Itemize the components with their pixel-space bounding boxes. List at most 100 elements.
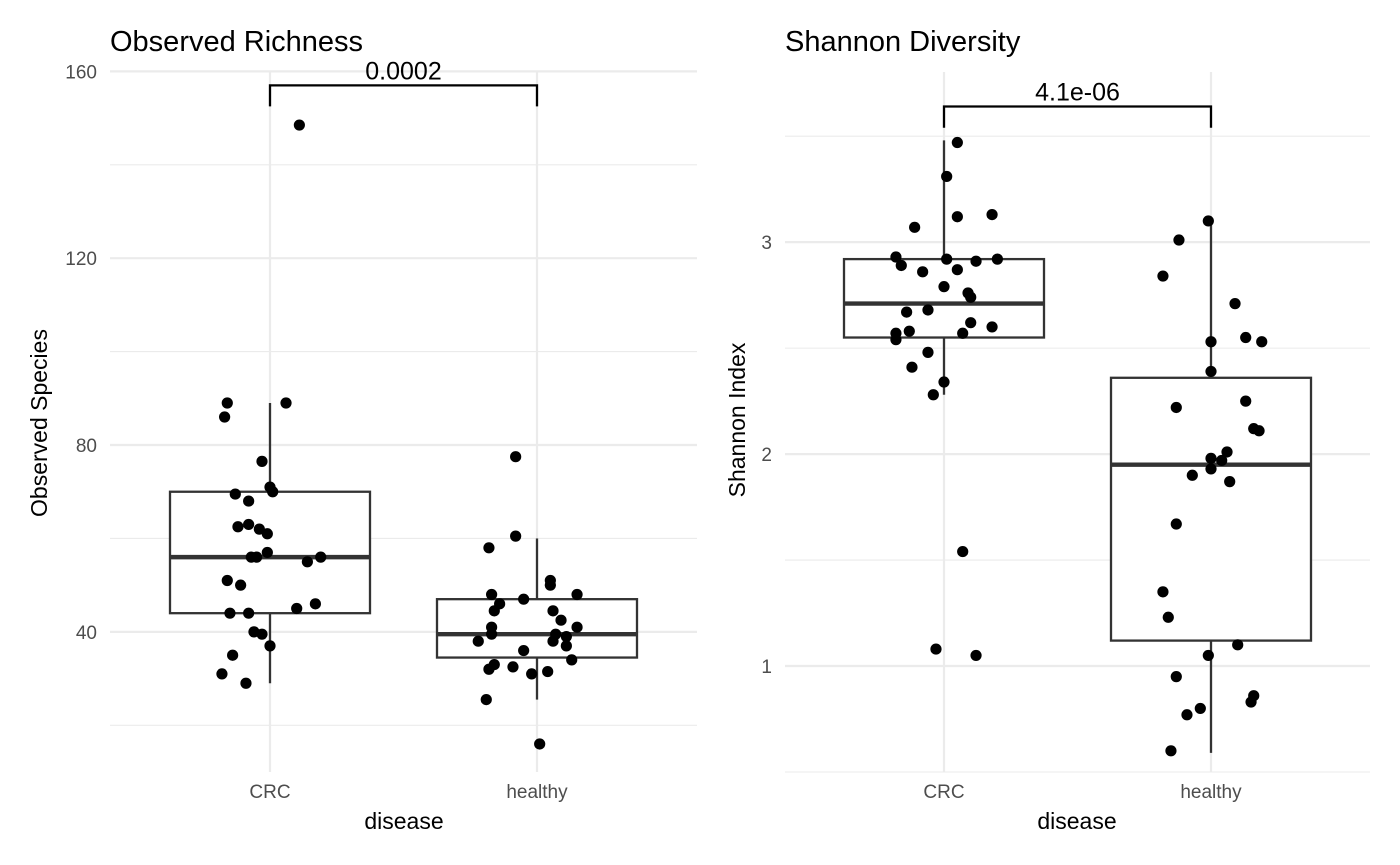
data-point-crc <box>927 389 939 401</box>
data-point-healthy <box>1186 469 1198 481</box>
data-point-crc <box>256 628 268 640</box>
data-point-crc <box>221 574 233 587</box>
data-point-healthy <box>1165 745 1177 757</box>
data-point-healthy <box>542 665 554 678</box>
data-point-crc <box>216 668 228 680</box>
data-point-crc <box>309 598 321 610</box>
data-point-crc <box>235 579 247 591</box>
panel-title-richness: Observed Richness <box>110 26 363 58</box>
data-point-crc <box>267 486 279 498</box>
x-tick-label-healthy: healthy <box>506 782 568 803</box>
data-point-healthy <box>571 588 583 601</box>
data-point-healthy <box>510 451 522 463</box>
data-point-healthy <box>1256 336 1268 348</box>
data-point-healthy <box>1157 270 1169 282</box>
data-point-crc <box>221 397 233 409</box>
data-point-crc <box>293 119 305 131</box>
data-point-crc <box>901 306 913 318</box>
box-iqr <box>1109 376 1313 642</box>
data-point-healthy <box>1245 696 1257 708</box>
data-point-healthy <box>486 628 498 640</box>
x-tick-label-crc: CRC <box>249 782 290 803</box>
data-point-healthy <box>486 588 498 601</box>
boxplot-crc <box>842 140 1046 395</box>
data-point-healthy <box>518 644 530 657</box>
data-point-healthy <box>1232 639 1244 651</box>
y-axis-title-shannon: Shannon Index <box>724 342 750 497</box>
data-point-healthy <box>1205 452 1217 464</box>
y-tick-label: 3 <box>761 233 772 254</box>
data-point-healthy <box>1229 298 1241 310</box>
data-point-healthy <box>1224 476 1236 488</box>
data-point-crc <box>280 397 292 409</box>
data-point-healthy <box>1248 423 1260 435</box>
data-point-crc <box>291 602 303 615</box>
data-point-healthy <box>547 605 559 617</box>
data-point-crc <box>251 551 263 563</box>
data-point-crc <box>264 640 276 652</box>
data-point-crc <box>938 281 950 293</box>
p-value-label: 0.0002 <box>365 57 441 85</box>
data-point-crc <box>240 677 252 689</box>
data-point-healthy <box>1157 586 1169 598</box>
data-point-healthy <box>1205 463 1217 475</box>
data-point-crc <box>970 649 982 662</box>
data-point-healthy <box>472 635 484 647</box>
data-point-healthy <box>526 668 538 680</box>
data-point-crc <box>301 556 313 568</box>
data-point-healthy <box>483 663 495 675</box>
data-point-crc <box>951 264 963 276</box>
data-point-healthy <box>1240 395 1252 407</box>
data-point-crc <box>986 208 998 221</box>
data-point-crc <box>970 255 982 267</box>
panel-title-shannon: Shannon Diversity <box>785 26 1021 58</box>
data-point-crc <box>890 334 902 346</box>
data-point-crc <box>219 411 231 423</box>
data-point-healthy <box>534 738 546 750</box>
data-point-healthy <box>1202 215 1214 227</box>
data-point-healthy <box>1216 454 1228 467</box>
data-point-crc <box>261 546 273 559</box>
data-point-crc <box>917 266 929 278</box>
data-point-healthy <box>488 605 500 617</box>
data-point-crc <box>243 495 255 507</box>
data-point-healthy <box>1173 234 1185 246</box>
y-axis-title-richness: Observed Species <box>26 329 52 517</box>
boxplot-healthy <box>1109 220 1313 753</box>
data-point-crc <box>906 361 918 373</box>
shannon-plot-area: 1 2 3 CRC healthy 4.1e-06 <box>761 72 1370 803</box>
data-point-crc <box>229 488 241 500</box>
data-point-healthy <box>560 640 572 652</box>
boxplot-healthy <box>435 538 639 700</box>
data-point-healthy <box>510 530 522 542</box>
data-point-healthy <box>547 635 559 647</box>
y-tick-label: 40 <box>76 623 97 644</box>
data-point-crc <box>232 521 244 533</box>
data-point-crc <box>951 211 963 223</box>
data-point-healthy <box>1170 671 1182 683</box>
data-point-crc <box>224 607 236 619</box>
data-point-healthy <box>1181 709 1193 721</box>
data-point-crc <box>256 455 268 467</box>
data-point-healthy <box>566 654 578 666</box>
data-point-crc <box>903 325 915 337</box>
data-point-crc <box>930 643 942 655</box>
data-point-crc <box>965 317 977 329</box>
x-tick-label-crc: CRC <box>923 782 964 803</box>
data-point-healthy <box>1170 518 1182 530</box>
data-point-healthy <box>518 593 530 605</box>
data-point-crc <box>986 321 998 333</box>
data-point-crc <box>941 170 953 183</box>
data-point-healthy <box>1221 446 1233 458</box>
data-point-healthy <box>1170 401 1182 414</box>
data-point-healthy <box>483 542 495 554</box>
data-point-crc <box>243 607 255 619</box>
data-point-healthy <box>507 661 519 673</box>
data-point-crc <box>941 253 953 265</box>
x-axis-title-shannon: disease <box>1037 808 1116 834</box>
p-value-label: 4.1e-06 <box>1035 79 1120 107</box>
data-point-crc <box>938 376 950 388</box>
data-point-crc <box>315 551 327 563</box>
richness-plot-area: 40 80 120 160 CRC healthy 0.0002 <box>65 57 697 803</box>
